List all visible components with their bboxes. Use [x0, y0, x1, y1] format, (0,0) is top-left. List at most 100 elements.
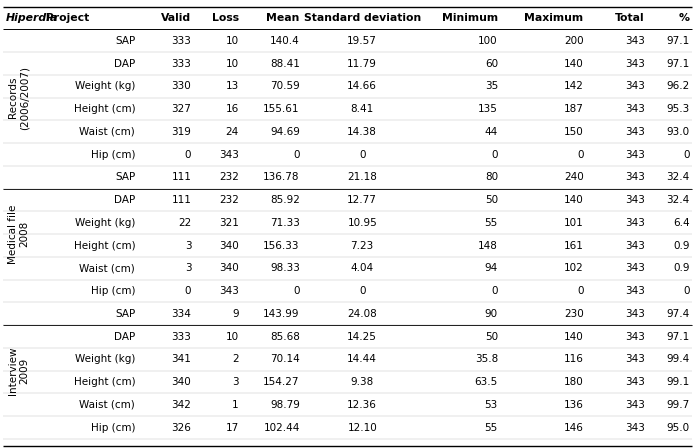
Text: 0: 0: [491, 150, 498, 159]
Text: 95.3: 95.3: [666, 104, 690, 114]
Text: 6.4: 6.4: [673, 218, 690, 228]
Text: 14.38: 14.38: [347, 127, 377, 137]
Text: 180: 180: [564, 377, 584, 387]
Text: 97.1: 97.1: [666, 59, 690, 69]
Text: 142: 142: [563, 82, 584, 91]
Text: Hip (cm): Hip (cm): [91, 150, 135, 159]
Text: 102.44: 102.44: [263, 422, 300, 433]
Text: Waist (cm): Waist (cm): [80, 127, 135, 137]
Text: 148: 148: [478, 241, 498, 250]
Text: DAP: DAP: [114, 332, 135, 341]
Text: 343: 343: [625, 82, 644, 91]
Text: Maximum: Maximum: [525, 13, 584, 23]
Text: 334: 334: [171, 309, 191, 319]
Text: DAP: DAP: [114, 59, 135, 69]
Text: Weight (kg): Weight (kg): [75, 218, 135, 228]
Text: 0: 0: [683, 150, 690, 159]
Text: 0: 0: [293, 150, 300, 159]
Text: 240: 240: [564, 172, 584, 182]
Text: Records
(2006/2007): Records (2006/2007): [8, 66, 30, 130]
Text: 3: 3: [185, 241, 191, 250]
Text: 343: 343: [625, 309, 644, 319]
Text: 85.92: 85.92: [270, 195, 300, 205]
Text: 340: 340: [172, 377, 191, 387]
Text: 343: 343: [625, 104, 644, 114]
Text: 0: 0: [293, 286, 300, 296]
Text: DAP: DAP: [114, 195, 135, 205]
Text: 14.44: 14.44: [347, 354, 377, 364]
Text: 13: 13: [225, 82, 238, 91]
Text: 63.5: 63.5: [475, 377, 498, 387]
Text: 111: 111: [171, 172, 191, 182]
Text: 340: 340: [219, 241, 238, 250]
Text: 100: 100: [478, 36, 498, 46]
Text: 22: 22: [178, 218, 191, 228]
Text: 342: 342: [171, 400, 191, 410]
Text: 343: 343: [219, 286, 238, 296]
Text: 97.1: 97.1: [666, 332, 690, 341]
Text: 32.4: 32.4: [666, 172, 690, 182]
Text: 11.79: 11.79: [347, 59, 377, 69]
Text: 97.4: 97.4: [666, 309, 690, 319]
Text: 343: 343: [625, 286, 644, 296]
Text: Waist (cm): Waist (cm): [80, 400, 135, 410]
Text: 143.99: 143.99: [263, 309, 300, 319]
Text: 140: 140: [564, 195, 584, 205]
Text: 97.1: 97.1: [666, 36, 690, 46]
Text: 140.4: 140.4: [270, 36, 300, 46]
Text: 0: 0: [359, 150, 365, 159]
Text: 343: 343: [625, 150, 644, 159]
Text: Hip (cm): Hip (cm): [91, 286, 135, 296]
Text: Height (cm): Height (cm): [73, 104, 135, 114]
Text: 10: 10: [225, 59, 238, 69]
Text: 343: 343: [219, 150, 238, 159]
Text: 154.27: 154.27: [263, 377, 300, 387]
Text: 230: 230: [564, 309, 584, 319]
Text: 12.77: 12.77: [347, 195, 377, 205]
Text: 321: 321: [219, 218, 238, 228]
Text: 343: 343: [625, 400, 644, 410]
Text: 101: 101: [564, 218, 584, 228]
Text: 136.78: 136.78: [263, 172, 300, 182]
Text: 343: 343: [625, 263, 644, 273]
Text: 12.36: 12.36: [347, 400, 377, 410]
Text: 80: 80: [485, 172, 498, 182]
Text: 136: 136: [563, 400, 584, 410]
Text: 341: 341: [171, 354, 191, 364]
Text: 111: 111: [171, 195, 191, 205]
Text: 94: 94: [484, 263, 498, 273]
Text: 8.41: 8.41: [351, 104, 374, 114]
Text: 0: 0: [683, 286, 690, 296]
Text: %: %: [678, 13, 690, 23]
Text: 35.8: 35.8: [475, 354, 498, 364]
Text: 71.33: 71.33: [270, 218, 300, 228]
Text: 333: 333: [171, 59, 191, 69]
Text: Medical file
2008: Medical file 2008: [8, 205, 30, 264]
Text: 21.18: 21.18: [347, 172, 377, 182]
Text: Height (cm): Height (cm): [73, 241, 135, 250]
Text: 3: 3: [185, 263, 191, 273]
Text: 102: 102: [564, 263, 584, 273]
Text: SAP: SAP: [115, 36, 135, 46]
Text: 140: 140: [564, 59, 584, 69]
Text: 4.04: 4.04: [351, 263, 374, 273]
Text: 35: 35: [484, 82, 498, 91]
Text: 99.1: 99.1: [666, 377, 690, 387]
Text: Valid: Valid: [161, 13, 191, 23]
Text: 99.7: 99.7: [666, 400, 690, 410]
Text: 1: 1: [232, 400, 238, 410]
Text: 85.68: 85.68: [270, 332, 300, 341]
Text: 24: 24: [225, 127, 238, 137]
Text: 340: 340: [219, 263, 238, 273]
Text: 116: 116: [563, 354, 584, 364]
Text: 343: 343: [625, 59, 644, 69]
Text: Standard deviation: Standard deviation: [304, 13, 421, 23]
Text: 155.61: 155.61: [263, 104, 300, 114]
Text: 95.0: 95.0: [667, 422, 690, 433]
Text: 343: 343: [625, 422, 644, 433]
Text: 96.2: 96.2: [666, 82, 690, 91]
Text: 146: 146: [563, 422, 584, 433]
Text: 10: 10: [225, 36, 238, 46]
Text: 333: 333: [171, 332, 191, 341]
Text: 9.38: 9.38: [351, 377, 374, 387]
